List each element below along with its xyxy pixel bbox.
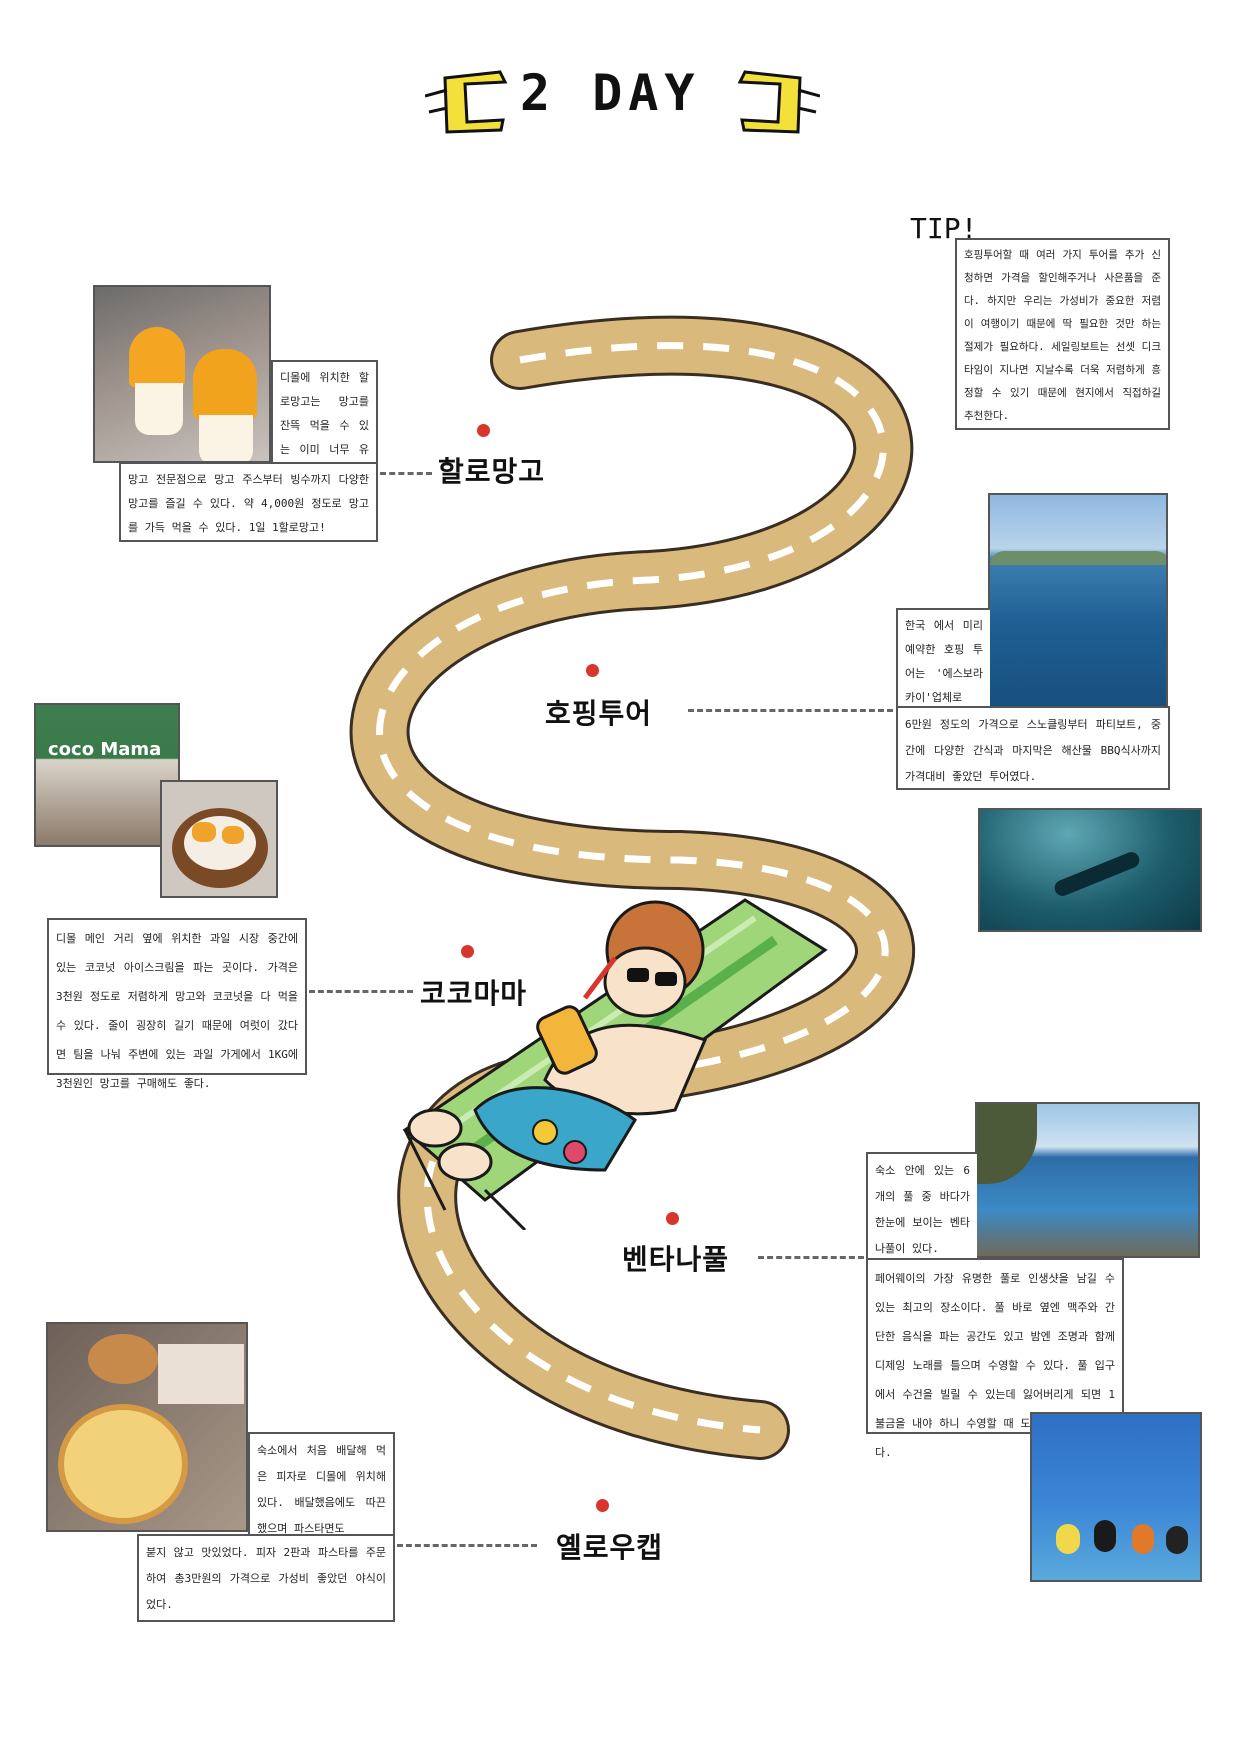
ventana-pool-photo xyxy=(975,1102,1200,1258)
coco-mama-sign: coco Mama xyxy=(48,739,162,760)
stop-hopping-text-bottom: 6만원 정도의 가격으로 스노클링부터 파티보트, 중간에 다양한 간식과 마지… xyxy=(896,706,1170,790)
mango-ice-cream-photo xyxy=(93,285,271,463)
stop-halomango-connector xyxy=(380,472,432,475)
stop-halomango-dot xyxy=(477,424,490,437)
underwater-photo xyxy=(978,808,1202,932)
stop-cocomama-connector xyxy=(309,990,413,993)
stop-cocomama-dot xyxy=(461,945,474,958)
stop-ventana-label: 벤타나풀 xyxy=(622,1243,730,1276)
stop-yellowcab-text-top: 숙소에서 처음 배달해 먹은 피자로 디몰에 위치해 있다. 배달했음에도 따끈… xyxy=(248,1432,395,1538)
sunbathing-character-illustration xyxy=(402,898,828,1230)
stop-hopping-text-top: 한국 에서 미리 예약한 호핑 투어는 '에스보라카이'업체로 xyxy=(896,608,990,708)
stop-hopping-label: 호핑투어 xyxy=(545,697,653,730)
stop-cocomama-text: 디몰 메인 거리 옆에 위치한 과일 시장 중간에 있는 코코넛 아이스크림을 … xyxy=(47,918,307,1090)
sea-hopping-photo xyxy=(988,493,1168,711)
coconut-ice-cream-photo xyxy=(160,780,278,898)
stop-hopping-connector xyxy=(688,709,893,712)
pool-friends-photo xyxy=(1030,1412,1202,1582)
stop-ventana-text-top: 숙소 안에 있는 6개의 풀 중 바다가 한눈에 보이는 벤타나풀이 있다. xyxy=(866,1152,977,1262)
stop-yellowcab-label: 옐로우캡 xyxy=(556,1531,664,1564)
stop-cocomama-label: 코코마마 xyxy=(420,977,528,1010)
page-title: 2 DAY xyxy=(520,64,701,122)
stop-ventana-text-bottom: 페어웨이의 가장 유명한 풀로 인생샷을 남길 수 있는 최고의 장소이다. 풀… xyxy=(866,1258,1124,1459)
stop-ventana-connector xyxy=(758,1256,864,1259)
stop-halomango-label: 할로망고 xyxy=(438,455,546,488)
tip-box: 호핑투어할 때 여러 가지 투어를 추가 신청하면 가격을 할인해주거나 사은품… xyxy=(955,238,1170,430)
coco-mama-storefront-photo: coco Mama xyxy=(34,703,180,847)
stop-ventana-dot xyxy=(666,1212,679,1225)
pizza-photo xyxy=(46,1322,248,1532)
stop-yellowcab-text-bottom: 붇지 않고 맛있었다. 피자 2판과 파스타를 주문하여 총3만원의 가격으로 … xyxy=(137,1534,395,1622)
stop-hopping-dot xyxy=(586,664,599,677)
title-bracket-right xyxy=(737,70,820,134)
stop-yellowcab-dot xyxy=(596,1499,609,1512)
stop-halomango-text-bottom: 망고 전문점으로 망고 주스부터 빙수까지 다양한 망고를 즐길 수 있다. 약… xyxy=(119,462,378,542)
title-bracket-left xyxy=(425,70,508,134)
stop-yellowcab-connector xyxy=(397,1544,537,1547)
stop-halomango-text-top: 디몰에 위치한 할로망고는 망고를 잔뜩 먹을 수 있는 이미 너무 유명한 xyxy=(271,360,378,480)
